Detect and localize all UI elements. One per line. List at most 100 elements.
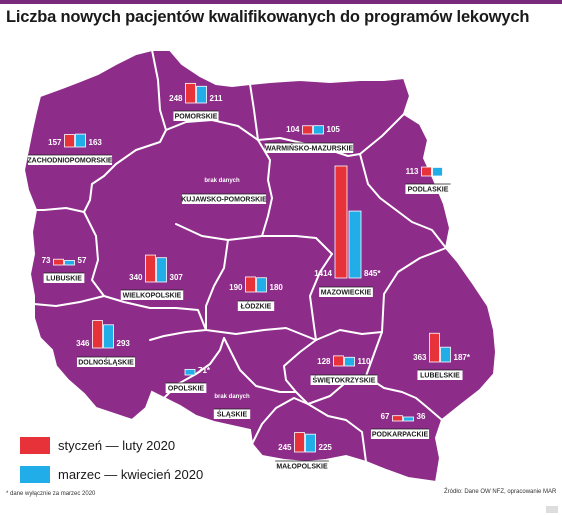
value-label-series1-warminsko-mazurskie: 104 <box>286 125 300 134</box>
region-name-bg-lubelskie <box>417 370 463 380</box>
bar-series1-lubelskie <box>429 332 440 363</box>
value-label-series1-pomorskie: 248 <box>169 94 183 103</box>
chart-title: Liczba nowych pacjentów kwalifikowanych … <box>6 8 530 26</box>
region-border <box>309 253 333 341</box>
region-border <box>149 329 207 341</box>
no-data-label-slaskie: brak danych <box>214 394 250 400</box>
region-name-zachodniopomorskie: ZACHODNIOPOMORSKIE <box>27 158 113 165</box>
region-border <box>205 239 229 331</box>
title-bar <box>0 0 562 4</box>
region-name-bg-kujawsko-pomorskie <box>181 194 267 204</box>
region-border <box>103 295 207 331</box>
legend-label-series2: marzec — kwiecień 2020 <box>58 467 204 482</box>
region-border <box>249 83 259 141</box>
bar-series2-dolnoslaskie <box>103 324 114 349</box>
bar-series2-warminsko-mazurskie <box>313 125 324 135</box>
region-name-pomorskie: POMORSKIE <box>175 114 218 121</box>
region-border <box>359 113 405 155</box>
region-name-malopolskie: MAŁOPOLSKIE <box>276 464 328 471</box>
bar-series2-lubuskie <box>64 260 75 266</box>
region-warminsko-mazurskie: 104 105 WARMIŃSKO-MAZURSKIE <box>264 125 354 153</box>
region-name-bg-malopolskie <box>275 461 329 471</box>
region-wielkopolskie: 340 307 WIELKOPOLSKIE <box>120 254 183 300</box>
region-name-bg-podlaskie <box>405 184 451 194</box>
voivodeship-shapes <box>22 49 498 484</box>
bar-series2-wielkopolskie <box>156 257 167 283</box>
region-name-dolnoslaskie: DOLNOŚLĄSKIE <box>78 358 134 367</box>
region-name-wielkopolskie: WIELKOPOLSKIE <box>123 293 182 300</box>
region-mazowieckie: 1414 845* MAZOWIECKIE <box>314 165 381 297</box>
bar-series1-swietokrzyskie <box>333 355 344 367</box>
region-border <box>103 129 167 177</box>
bar-series2-lodzkie <box>256 277 267 293</box>
region-border <box>251 397 309 445</box>
region-name-swietokrzyskie: ŚWIĘTOKRZYSKIE <box>313 376 376 385</box>
region-border <box>33 295 105 307</box>
region-border <box>83 211 105 297</box>
region-border <box>315 329 383 341</box>
region-name-bg-swietokrzyskie <box>310 375 378 385</box>
value-label-series1-mazowieckie: 1414 <box>314 269 332 278</box>
value-label-series2-podlaskie: 108 <box>446 167 460 176</box>
region-lodzkie: 190 180 ŁÓDZKIE <box>229 276 284 311</box>
bar-series1-mazowieckie <box>334 165 348 279</box>
region-kujawsko-pomorskie: brak danych KUJAWSKO-POMORSKIE <box>181 178 267 204</box>
region-name-podkarpackie: PODKARPACKIE <box>372 432 429 439</box>
region-border <box>261 235 333 255</box>
country-outline <box>22 49 498 484</box>
value-label-series2-lodzkie: 180 <box>270 283 284 292</box>
region-dolnoslaskie: 346 293 DOLNOŚLĄSKIE <box>76 320 136 367</box>
region-name-bg-warminsko-mazurskie <box>264 143 354 153</box>
region-lubelskie: 363 187* LUBELSKIE <box>413 332 471 380</box>
region-podlaskie: 113 108 PODLASKIE <box>405 166 460 194</box>
region-name-warminsko-mazurskie: WARMIŃSKO-MAZURSKIE <box>265 144 354 153</box>
bar-series1-zachodniopomorskie <box>64 134 75 148</box>
footnote: * dane wyłącznie za marzec 2020 <box>6 491 96 497</box>
value-label-series1-lubuskie: 73 <box>42 256 51 265</box>
region-name-bg-lubuskie <box>43 273 85 283</box>
legend-swatch-series2 <box>20 466 50 483</box>
region-name-lubelskie: LUBELSKIE <box>420 373 460 380</box>
region-border <box>283 339 317 405</box>
legend-label-series1: styczeń — luty 2020 <box>58 438 176 453</box>
value-label-series1-podkarpackie: 67 <box>381 412 390 421</box>
region-border <box>359 153 447 249</box>
region-border <box>151 49 167 131</box>
no-data-label-kujawsko-pomorskie: brak danych <box>204 178 240 184</box>
region-zachodniopomorskie: 157 163 ZACHODNIOPOMORSKIE <box>27 133 113 165</box>
region-border <box>381 247 447 333</box>
value-label-series1-malopolskie: 245 <box>278 443 292 452</box>
bar-series1-malopolskie <box>294 432 305 453</box>
bar-series1-podkarpackie <box>392 415 403 422</box>
value-label-series1-zachodniopomorskie: 157 <box>48 138 62 147</box>
region-name-bg-slaskie <box>213 409 251 419</box>
bar-series2-podkarpackie <box>403 416 414 422</box>
value-label-series2-lubuskie: 57 <box>78 256 87 265</box>
value-label-series2-mazowieckie: 845* <box>364 269 381 278</box>
bar-series1-dolnoslaskie <box>92 320 103 349</box>
region-border <box>307 383 345 405</box>
region-podkarpackie: 67 36 PODKARPACKIE <box>370 412 430 439</box>
bar-series1-pomorskie <box>185 82 196 104</box>
value-label-series2-podkarpackie: 36 <box>417 412 426 421</box>
value-label-series2-zachodniopomorskie: 163 <box>89 138 103 147</box>
region-name-slaskie: ŚLĄSKIE <box>217 410 248 419</box>
region-name-opolskie: OPOLSKIE <box>168 386 205 393</box>
region-name-bg-mazowieckie <box>319 287 373 297</box>
value-label-series1-podlaskie: 113 <box>406 167 419 176</box>
region-name-kujawsko-pomorskie: KUJAWSKO-POMORSKIE <box>181 197 267 204</box>
region-name-lubuskie: LUBUSKIE <box>46 276 82 283</box>
region-border <box>307 403 367 463</box>
region-border <box>261 179 273 237</box>
bar-series2-lubelskie <box>440 346 451 363</box>
region-border <box>223 337 297 393</box>
bar-series1-lubuskie <box>53 258 64 266</box>
corner-mark <box>546 506 558 513</box>
region-malopolskie: 245 225 MAŁOPOLSKIE <box>275 432 332 471</box>
region-slaskie: brak danych ŚLĄSKIE <box>213 394 251 419</box>
value-label-series2-dolnoslaskie: 293 <box>117 339 131 348</box>
region-name-lodzkie: ŁÓDZKIE <box>241 302 272 311</box>
value-label-series2-lubelskie: 187* <box>454 353 471 362</box>
value-label-series1-lodzkie: 190 <box>229 283 243 292</box>
